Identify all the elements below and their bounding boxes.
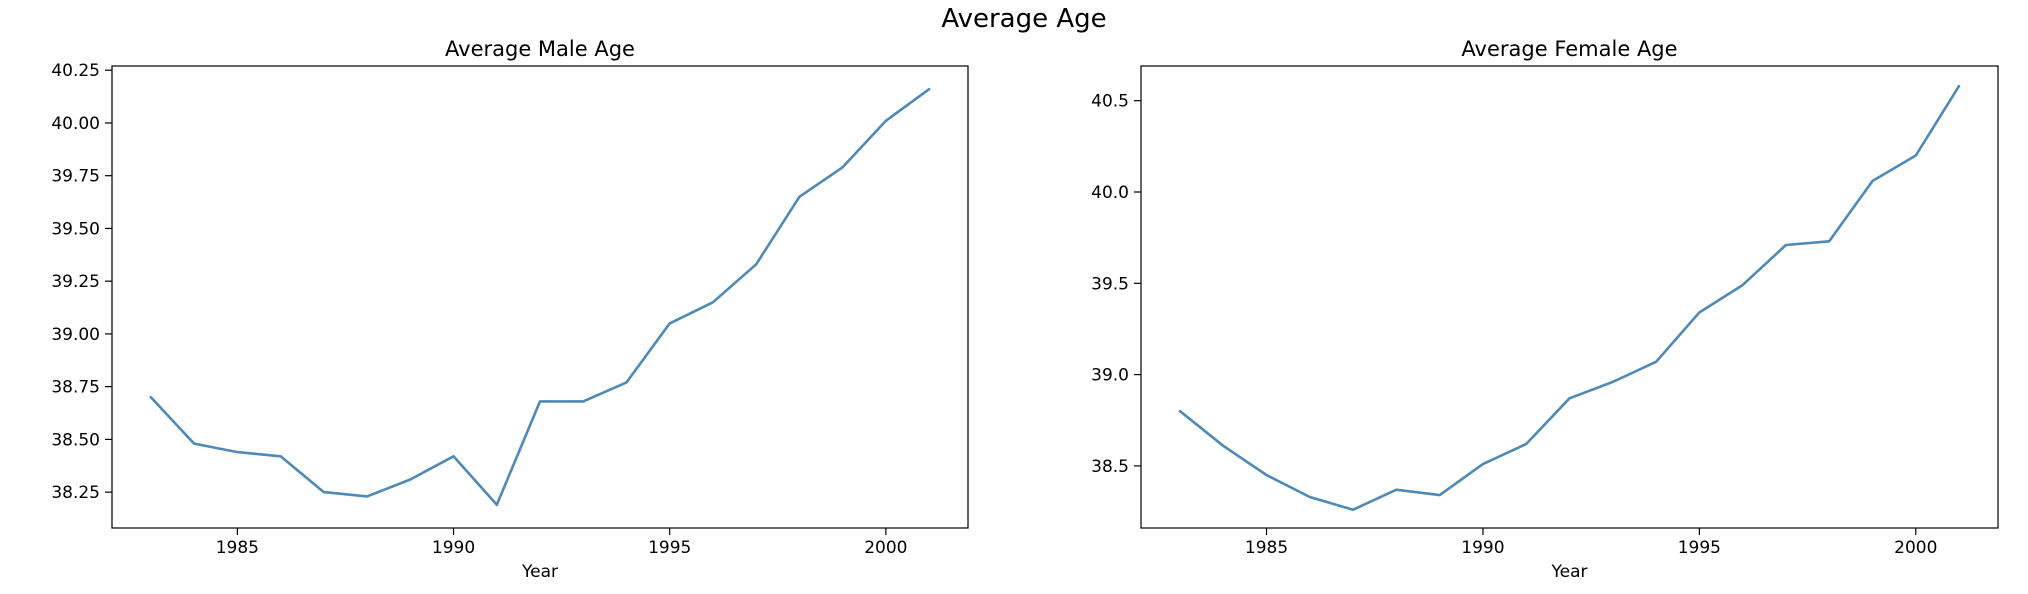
plot-frame: [1140, 65, 1999, 529]
female-age-chart-panel: Average Female Age 1985 1990 1995 2000 38.5…: [1091, 37, 1999, 582]
x-axis-label: Year: [1551, 562, 1588, 582]
y-tick-label: 39.50: [51, 219, 100, 239]
plot-frame: [111, 65, 969, 529]
y-axis: 38.25 38.50 38.75 39.00 39.25 39.50 39.75 40.00…: [51, 61, 112, 503]
male-age-chart-panel: Average Male Age 1985 1990 1995 2000 38.253…: [51, 37, 969, 582]
y-tick-label: 40.00: [51, 114, 100, 134]
x-axis: 1985 1990 1995 2000: [216, 528, 907, 558]
y-axis: 38.5 39.0 39.5 40.0 40.5: [1091, 92, 1141, 477]
x-axis: 1985 1990 1995 2000: [1245, 528, 1937, 558]
x-tick-label: 2000: [864, 538, 907, 558]
y-tick-label: 39.25: [51, 272, 100, 292]
female-age-series-line: [1178, 84, 1961, 512]
x-tick-label: 2000: [1894, 538, 1937, 558]
y-tick-label: 38.5: [1091, 457, 1129, 477]
y-tick-label: 38.50: [51, 430, 100, 450]
x-tick-label: 1985: [1245, 538, 1288, 558]
figure-suptitle: Average Age: [941, 4, 1106, 34]
x-tick-label: 1985: [216, 538, 259, 558]
y-tick-label: 38.75: [51, 378, 100, 398]
chart-title: Average Female Age: [1461, 37, 1677, 61]
x-tick-label: 1995: [1678, 538, 1721, 558]
male-age-series-line: [149, 87, 931, 507]
y-tick-label: 40.0: [1091, 183, 1129, 203]
x-axis-label: Year: [521, 562, 558, 582]
y-tick-label: 39.0: [1091, 366, 1129, 386]
y-tick-label: 39.5: [1091, 274, 1129, 294]
y-tick-label: 39.75: [51, 167, 100, 187]
y-tick-label: 40.25: [51, 61, 100, 81]
y-tick-label: 40.5: [1091, 92, 1129, 112]
chart-title: Average Male Age: [445, 37, 635, 61]
x-tick-label: 1990: [1461, 538, 1504, 558]
x-tick-label: 1995: [648, 538, 691, 558]
y-tick-label: 39.00: [51, 325, 100, 345]
y-tick-label: 38.25: [51, 483, 100, 503]
x-tick-label: 1990: [432, 538, 475, 558]
